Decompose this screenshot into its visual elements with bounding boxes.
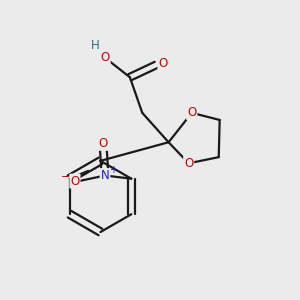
Text: O: O xyxy=(99,137,108,150)
Text: H: H xyxy=(91,39,100,52)
Text: −: − xyxy=(61,172,70,182)
Text: N: N xyxy=(100,169,109,182)
Text: O: O xyxy=(70,175,80,188)
Text: O: O xyxy=(158,57,168,70)
Text: +: + xyxy=(109,165,117,175)
Text: O: O xyxy=(187,106,196,119)
Text: O: O xyxy=(100,51,110,64)
Text: O: O xyxy=(184,157,193,170)
